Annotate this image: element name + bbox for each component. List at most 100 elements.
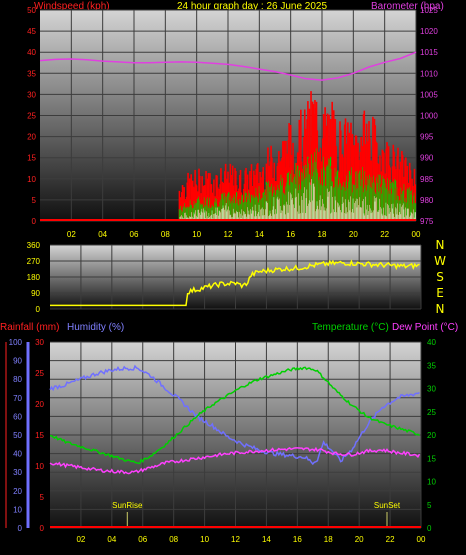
temperature-tick-label: 0 [427, 524, 432, 533]
temp-time-tick-label: 16 [293, 535, 302, 544]
temp-time-tick-label: 06 [138, 535, 147, 544]
humidity-tick-label: 0 [18, 524, 23, 533]
humidity-tick-label: 30 [13, 468, 22, 477]
windspeed-tick-label: 25 [27, 112, 36, 121]
barometer-tick-label: 1025 [420, 6, 438, 15]
humidity-tick-label: 10 [13, 505, 22, 514]
humidity-tick-label: 90 [13, 357, 22, 366]
barometer-tick-label: 990 [420, 154, 434, 163]
temperature-tick-label: 35 [427, 361, 436, 370]
temperature-tick-label: 40 [427, 338, 436, 347]
barometer-tick-label: 1000 [420, 112, 438, 121]
humidity-axis-label: Humidity (%) [67, 322, 124, 333]
temp-time-tick-label: 02 [76, 535, 85, 544]
windspeed-axis-label: Windspeed (kph) [34, 1, 110, 12]
temp-time-tick-label: 10 [200, 535, 209, 544]
rainfall-tick-label: 10 [35, 462, 44, 471]
windspeed-tick-label: 45 [27, 27, 36, 36]
temp-time-tick-label: 22 [386, 535, 395, 544]
rainfall-tick-label: 5 [40, 493, 45, 502]
rainfall-tick-label: 0 [40, 524, 45, 533]
temp-time-tick-label: 18 [324, 535, 333, 544]
humidity-tick-label: 100 [9, 338, 23, 347]
wind-direction-series-line [50, 259, 420, 307]
dewpoint-series-line [49, 446, 421, 475]
temp-time-tick-label: 12 [231, 535, 240, 544]
temperature-series-line [50, 366, 420, 465]
rainfall-tick-label: 25 [35, 369, 44, 378]
windspeed-tick-label: 20 [27, 133, 36, 142]
wind-time-tick-label: 10 [192, 230, 201, 239]
wind-time-tick-label: 02 [67, 230, 76, 239]
temperature-axis-label: Temperature (°C) [312, 322, 389, 333]
direction-tick-label: 270 [27, 257, 41, 266]
temp-time-tick-label: 20 [355, 535, 364, 544]
humidity-tick-label: 40 [13, 450, 22, 459]
wind-time-tick-label: 00 [412, 230, 421, 239]
temperature-tick-label: 20 [427, 431, 436, 440]
barometer-tick-label: 1010 [420, 69, 438, 78]
temperature-tick-label: 30 [427, 385, 436, 394]
humidity-tick-label: 50 [13, 431, 22, 440]
barometer-tick-label: 1005 [420, 90, 438, 99]
wind-time-tick-label: 08 [161, 230, 170, 239]
windspeed-tick-label: 50 [27, 6, 36, 15]
temperature-tick-label: 25 [427, 408, 436, 417]
barometer-tick-label: 985 [420, 175, 434, 184]
barometer-tick-label: 975 [420, 217, 434, 226]
humidity-tick-label: 20 [13, 487, 22, 496]
wind-time-tick-label: 04 [98, 230, 107, 239]
humidity-series-line [49, 364, 420, 466]
windspeed-tick-label: 35 [27, 69, 36, 78]
temperature-tick-label: 10 [427, 478, 436, 487]
sun-event-label: SunSet [374, 501, 401, 510]
humidity-tick-label: 70 [13, 394, 22, 403]
barometer-series-line [39, 51, 417, 81]
temperature-panel: 0 5 10 15 20 25 30 0 10 20 30 40 50 60 70 80 90 100 0 5 10… [5, 338, 436, 544]
humidity-tick-label: 80 [13, 375, 22, 384]
barometer-tick-label: 980 [420, 196, 434, 205]
wind-time-tick-label: 20 [349, 230, 358, 239]
barometer-axis-label: Barometer (hpa) [371, 1, 444, 12]
windspeed-tick-label: 10 [27, 175, 36, 184]
direction-tick-label: 180 [27, 273, 41, 282]
windspeed-tick-label: 40 [27, 48, 36, 57]
temp-time-tick-label: 00 [417, 535, 426, 544]
rainfall-tick-label: 30 [35, 338, 44, 347]
wind-time-tick-label: 16 [286, 230, 295, 239]
windspeed-tick-label: 0 [32, 217, 37, 226]
barometer-tick-label: 995 [420, 133, 434, 142]
wind-time-tick-label: 12 [224, 230, 233, 239]
wind-time-tick-label: 14 [255, 230, 264, 239]
compass-label: E [436, 286, 444, 300]
direction-tick-label: 360 [27, 241, 41, 250]
wind-time-tick-label: 06 [130, 230, 139, 239]
compass-label: W [434, 254, 446, 268]
rainfall-tick-label: 20 [35, 400, 44, 409]
temp-time-tick-label: 08 [169, 535, 178, 544]
rainfall-tick-label: 15 [35, 431, 44, 440]
direction-tick-label: 0 [36, 305, 41, 314]
rainfall-axis-label: Rainfall (mm) [0, 322, 59, 333]
wind-time-tick-label: 18 [318, 230, 327, 239]
barometer-tick-label: 1015 [420, 48, 438, 57]
wind-time-tick-label: 22 [380, 230, 389, 239]
direction-tick-label: 90 [31, 289, 40, 298]
temp-time-tick-label: 14 [262, 535, 271, 544]
compass-label: N [436, 302, 445, 316]
humidity-tick-label: 60 [13, 412, 22, 421]
barometer-tick-label: 1020 [420, 27, 438, 36]
compass-label: S [436, 270, 444, 284]
chart-title: 24 hour graph day : 26 June 2025 [177, 1, 328, 12]
windspeed-tick-label: 15 [27, 154, 36, 163]
temperature-tick-label: 15 [427, 454, 436, 463]
compass-label: N [436, 238, 445, 252]
windspeed-tick-label: 30 [27, 90, 36, 99]
temp-time-tick-label: 04 [107, 535, 116, 544]
dewpoint-axis-label: Dew Point (°C) [392, 322, 458, 333]
temperature-tick-label: 5 [427, 501, 432, 510]
sun-event-label: SunRise [112, 501, 143, 510]
